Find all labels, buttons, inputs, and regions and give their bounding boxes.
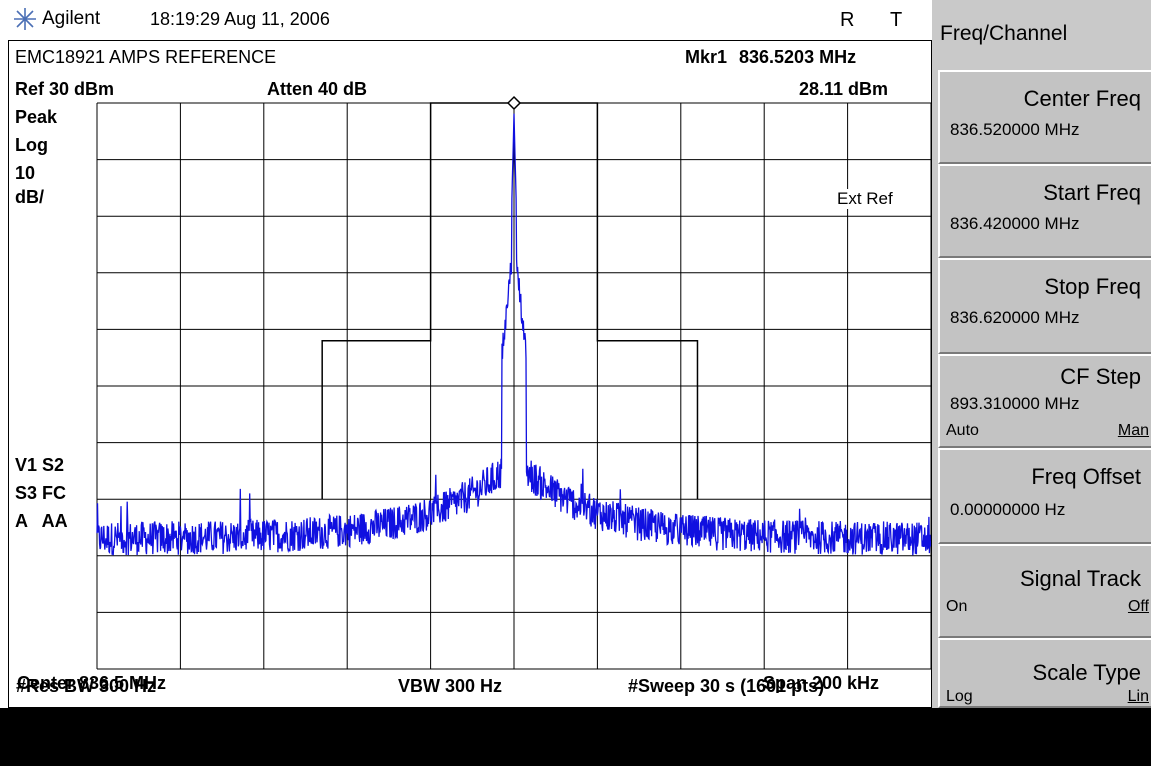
bottom-bar bbox=[0, 708, 1151, 766]
header-bar: Agilent 18:19:29 Aug 11, 2006 R T bbox=[0, 0, 930, 40]
softkey-option-off: Off bbox=[1127, 598, 1149, 615]
softkey-label: Center Freq bbox=[1023, 86, 1141, 111]
softkey-value: 893.310000 MHz bbox=[950, 394, 1080, 413]
center-freq-key[interactable]: Center Freq 836.520000 MHz bbox=[938, 70, 1151, 164]
brand-name: Agilent bbox=[42, 8, 101, 29]
resolution-bandwidth: #Res BW 300 Hz bbox=[16, 676, 157, 696]
scale-unit: dB/ bbox=[15, 187, 44, 207]
softkey-label: Stop Freq bbox=[1044, 274, 1141, 299]
ref-level: Ref 30 dBm bbox=[15, 79, 115, 99]
status-t: T bbox=[890, 9, 903, 31]
stop-freq-key[interactable]: Stop Freq 836.620000 MHz bbox=[938, 258, 1151, 354]
marker-label: Mkr1 bbox=[685, 47, 728, 67]
softkey-panel: Freq/Channel Center Freq 836.520000 MHz … bbox=[932, 0, 1151, 708]
span: Span 200 kHz bbox=[763, 673, 880, 693]
cf-step-key[interactable]: CF Step 893.310000 MHz Auto Man bbox=[938, 354, 1151, 448]
softkey-value: 836.420000 MHz bbox=[950, 214, 1080, 233]
menu-title: Freq/Channel bbox=[940, 22, 1068, 45]
agilent-spark-icon bbox=[14, 8, 36, 30]
datetime: 18:19:29 Aug 11, 2006 bbox=[150, 9, 330, 29]
start-freq-key[interactable]: Start Freq 836.420000 MHz bbox=[938, 164, 1151, 258]
status-flag-1: V1 S2 bbox=[15, 455, 65, 475]
softkey-label: Scale Type bbox=[1032, 660, 1141, 685]
analyzer-display: EMC18921 AMPS REFERENCE Mkr1 836.5203 MH… bbox=[8, 40, 932, 708]
softkey-option-lin: Lin bbox=[1127, 688, 1149, 705]
status-flag-2: S3 FC bbox=[15, 483, 67, 503]
softkey-label: Signal Track bbox=[1019, 566, 1141, 591]
scale-div: 10 bbox=[15, 163, 36, 183]
marker-frequency: 836.5203 MHz bbox=[739, 47, 857, 67]
marker-1-diamond bbox=[506, 95, 522, 111]
video-bandwidth: VBW 300 Hz bbox=[398, 676, 503, 696]
detector-mode: Peak bbox=[15, 107, 58, 127]
softkey-label: Start Freq bbox=[1043, 180, 1141, 205]
center-frequency: Center 836.5 MHz bbox=[17, 673, 167, 693]
attenuation: Atten 40 dB bbox=[267, 79, 368, 99]
signal-track-key[interactable]: Signal Track On Off bbox=[938, 544, 1151, 638]
limit-mask-line bbox=[321, 102, 699, 500]
sweep-time: #Sweep 30 s (1601 pts) bbox=[628, 676, 825, 696]
softkey-value: 836.520000 MHz bbox=[950, 120, 1080, 139]
status-r: R bbox=[840, 9, 855, 31]
softkey-option-on: On bbox=[946, 598, 968, 615]
softkey-value: 0.00000000 Hz bbox=[950, 500, 1066, 519]
scale-type: Log bbox=[15, 135, 48, 155]
scale-type-key[interactable]: Scale Type Log Lin bbox=[938, 638, 1151, 708]
softkey-label: Freq Offset bbox=[1031, 464, 1141, 489]
freq-offset-key[interactable]: Freq Offset 0.00000000 Hz bbox=[938, 448, 1151, 544]
status-flag-3: A AA bbox=[15, 511, 68, 531]
softkey-label: CF Step bbox=[1060, 364, 1141, 389]
ext-ref-indicator: Ext Ref bbox=[835, 189, 895, 209]
softkey-option-log: Log bbox=[946, 688, 973, 705]
spectrum-trace bbox=[96, 113, 931, 556]
softkey-option-auto: Auto bbox=[946, 422, 979, 439]
softkey-value: 836.620000 MHz bbox=[950, 308, 1080, 327]
marker-amplitude: 28.11 dBm bbox=[799, 79, 889, 99]
display-title: EMC18921 AMPS REFERENCE bbox=[15, 47, 277, 67]
softkey-option-man: Man bbox=[1117, 422, 1149, 439]
trace-plot bbox=[96, 95, 931, 670]
